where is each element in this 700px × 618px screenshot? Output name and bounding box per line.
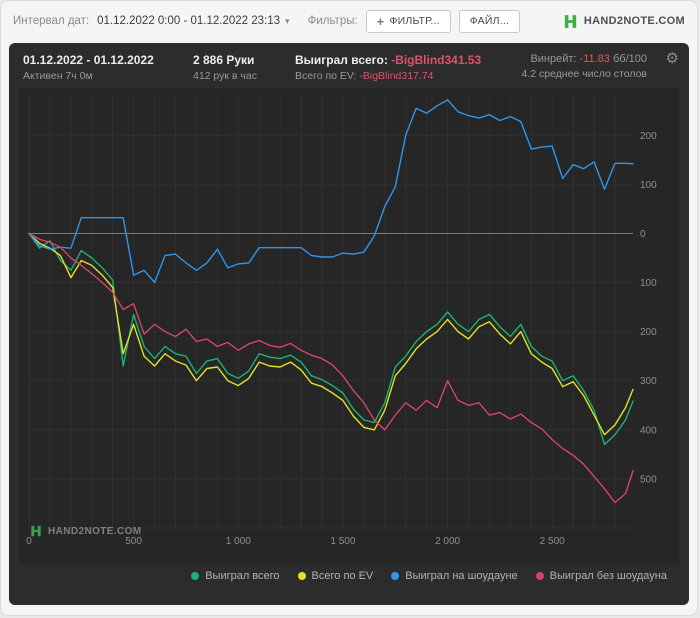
svg-text:100: 100 <box>640 180 657 191</box>
svg-text:100: 100 <box>640 278 657 289</box>
watermark: HAND2NOTE.COM <box>29 524 142 538</box>
legend-label: Выиграл без шоудауна <box>549 570 667 582</box>
svg-text:500: 500 <box>125 536 142 547</box>
legend-item-3[interactable]: Выиграл без шоудауна <box>535 570 667 582</box>
avg-tables: 4.2 среднее число столов <box>521 68 647 80</box>
legend-item-1[interactable]: Всего по EV <box>297 570 374 582</box>
stats-header: 01.12.2022 - 01.12.2022 Активен 7ч 0м 2 … <box>19 51 679 86</box>
stat-date-range: 01.12.2022 - 01.12.2022 Активен 7ч 0м <box>23 53 193 82</box>
file-button[interactable]: ФАЙЛ... <box>458 9 521 33</box>
legend-label: Всего по EV <box>311 570 374 582</box>
svg-text:400: 400 <box>640 425 657 436</box>
interval-label: Интервал дат: <box>13 15 90 27</box>
svg-text:200: 200 <box>640 131 657 142</box>
stat-winrate: Винрейт: -11.83 бб/100 4.2 среднее число… <box>521 53 647 80</box>
watermark-text: HAND2NOTE.COM <box>48 525 142 537</box>
legend-dot-icon <box>297 572 306 580</box>
file-button-label: ФАЙЛ... <box>469 15 510 27</box>
svg-text:300: 300 <box>640 376 657 387</box>
legend-dot-icon <box>535 572 544 580</box>
legend-label: Выиграл на шоудауне <box>405 570 518 582</box>
stat-hands: 2 886 Руки 412 рук в час <box>193 53 295 82</box>
hand2note-brand: HAND2NOTE.COM <box>562 13 685 30</box>
brand-text: HAND2NOTE.COM <box>583 15 685 27</box>
hands-per-hour: 412 рук в час <box>193 70 257 82</box>
hand2note-logo-icon <box>31 525 41 537</box>
filter-button[interactable]: + ФИЛЬТР... <box>365 9 451 33</box>
svg-text:2 500: 2 500 <box>540 536 565 547</box>
winrate-units: бб/100 <box>612 53 647 65</box>
svg-text:0: 0 <box>640 229 646 240</box>
ev-label: Всего по EV: <box>295 70 357 82</box>
svg-text:2 000: 2 000 <box>435 536 460 547</box>
legend-dot-icon <box>391 572 400 580</box>
toolbar: Интервал дат: 01.12.2022 0:00 - 01.12.20… <box>1 1 697 41</box>
report-panel: 01.12.2022 - 01.12.2022 Активен 7ч 0м 2 … <box>9 43 689 605</box>
report-date-range: 01.12.2022 - 01.12.2022 <box>23 53 154 67</box>
won-total-value: -BigBlind341.53 <box>391 53 482 67</box>
date-range-value: 01.12.2022 0:00 - 01.12.2022 23:13 <box>97 15 281 27</box>
chevron-down-icon: ▾ <box>285 15 290 26</box>
active-time: Активен 7ч 0м <box>23 70 93 82</box>
winrate-label: Винрейт: <box>530 53 577 65</box>
winrate-value: -11.83 <box>579 53 610 65</box>
filters-label: Фильтры: <box>307 15 358 27</box>
won-total-label: Выиграл всего: <box>295 53 388 67</box>
filter-button-label: ФИЛЬТР... <box>389 15 440 27</box>
date-range-selector[interactable]: 01.12.2022 0:00 - 01.12.2022 23:13 ▾ <box>97 15 289 27</box>
stat-winnings: Выиграл всего: -BigBlind341.53 Всего по … <box>295 53 481 82</box>
chart-legend: Выиграл всего Всего по EV Выиграл на шоуда… <box>19 564 679 582</box>
legend-item-0[interactable]: Выиграл всего <box>191 570 280 582</box>
legend-item-2[interactable]: Выиграл на шоудауне <box>391 570 518 582</box>
legend-label: Выиграл всего <box>205 570 280 582</box>
svg-text:1 500: 1 500 <box>330 536 355 547</box>
gear-icon[interactable]: ⚙ <box>665 50 679 67</box>
svg-text:500: 500 <box>640 474 657 485</box>
legend-dot-icon <box>191 572 200 580</box>
hand2note-logo-icon <box>564 14 577 28</box>
chart-area: 200 100 0 100 200 300 400 500 0 500 1 000 1 500 2 00… <box>19 88 679 564</box>
svg-text:1 000: 1 000 <box>226 536 251 547</box>
svg-text:0: 0 <box>26 536 32 547</box>
svg-text:200: 200 <box>640 327 657 338</box>
hands-total: 2 886 Руки <box>193 53 255 67</box>
ev-value: -BigBlind317.74 <box>359 70 434 82</box>
plus-icon: + <box>376 13 385 29</box>
